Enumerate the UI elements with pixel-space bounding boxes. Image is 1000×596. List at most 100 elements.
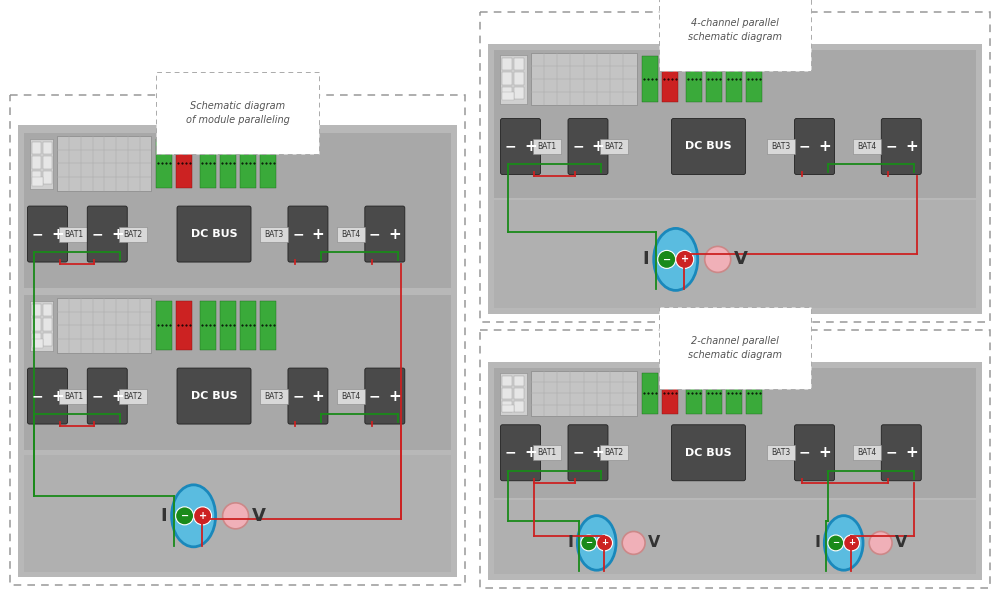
- Bar: [500, 372, 527, 415]
- Bar: [494, 500, 976, 574]
- Circle shape: [828, 535, 844, 551]
- FancyBboxPatch shape: [568, 119, 608, 175]
- Bar: [43, 303, 52, 316]
- Bar: [260, 226, 288, 241]
- Text: +: +: [592, 445, 604, 460]
- Text: +: +: [111, 226, 124, 241]
- Text: −: −: [91, 227, 103, 241]
- Text: BAT4: BAT4: [341, 392, 360, 401]
- Text: BAT2: BAT2: [604, 142, 624, 151]
- Bar: [686, 56, 702, 102]
- Text: +: +: [111, 389, 124, 403]
- Text: 4-channel parallel
schematic diagram: 4-channel parallel schematic diagram: [688, 18, 782, 42]
- Bar: [726, 373, 742, 414]
- Text: +: +: [524, 445, 537, 460]
- Text: BAT1: BAT1: [64, 392, 83, 401]
- FancyBboxPatch shape: [480, 12, 990, 322]
- Text: BAT3: BAT3: [771, 142, 790, 151]
- FancyBboxPatch shape: [795, 119, 835, 175]
- Text: +: +: [312, 226, 324, 241]
- Bar: [500, 55, 527, 104]
- Bar: [32, 339, 43, 348]
- Bar: [488, 362, 982, 580]
- Text: BAT1: BAT1: [537, 448, 556, 457]
- FancyBboxPatch shape: [671, 119, 745, 175]
- Bar: [32, 156, 41, 169]
- Bar: [119, 389, 147, 403]
- Bar: [156, 139, 172, 188]
- Text: DC BUS: DC BUS: [685, 141, 732, 151]
- Text: DC BUS: DC BUS: [191, 229, 237, 239]
- Text: −: −: [91, 389, 103, 403]
- Bar: [502, 375, 512, 386]
- Bar: [746, 56, 762, 102]
- Bar: [32, 318, 41, 331]
- Text: BAT2: BAT2: [124, 229, 143, 238]
- Bar: [337, 389, 365, 403]
- Bar: [514, 389, 524, 399]
- Bar: [59, 226, 87, 241]
- Circle shape: [176, 507, 194, 525]
- Bar: [662, 56, 678, 102]
- Text: BAT3: BAT3: [264, 229, 284, 238]
- FancyBboxPatch shape: [27, 206, 67, 262]
- Bar: [220, 301, 236, 350]
- FancyBboxPatch shape: [87, 368, 127, 424]
- FancyBboxPatch shape: [177, 368, 251, 424]
- Bar: [32, 142, 41, 154]
- Bar: [337, 226, 365, 241]
- Bar: [200, 301, 216, 350]
- Text: Schematic diagram
of module paralleling: Schematic diagram of module paralleling: [186, 101, 289, 125]
- Bar: [531, 371, 637, 417]
- Text: −: −: [32, 389, 43, 403]
- Bar: [240, 139, 256, 188]
- Bar: [533, 139, 561, 154]
- Text: +: +: [51, 226, 64, 241]
- Bar: [59, 389, 87, 403]
- Bar: [32, 176, 43, 186]
- Text: −: −: [663, 254, 671, 265]
- FancyBboxPatch shape: [501, 425, 541, 481]
- Bar: [488, 44, 982, 314]
- Bar: [24, 133, 451, 195]
- Bar: [533, 445, 561, 460]
- Text: V: V: [648, 535, 660, 551]
- Bar: [32, 303, 41, 316]
- Bar: [502, 86, 512, 99]
- Text: +: +: [592, 139, 604, 154]
- Text: +: +: [199, 511, 207, 521]
- Text: BAT1: BAT1: [64, 229, 83, 238]
- Bar: [502, 389, 512, 399]
- Text: V: V: [252, 507, 266, 525]
- Bar: [24, 295, 451, 450]
- Circle shape: [705, 246, 731, 272]
- Text: +: +: [848, 538, 855, 547]
- Bar: [43, 318, 52, 331]
- Bar: [30, 300, 53, 352]
- Text: I: I: [160, 507, 167, 525]
- Text: −: −: [799, 139, 810, 154]
- Bar: [514, 73, 524, 85]
- Bar: [502, 58, 512, 70]
- FancyBboxPatch shape: [501, 119, 541, 175]
- Bar: [502, 401, 512, 412]
- Text: −: −: [181, 511, 189, 521]
- Ellipse shape: [654, 228, 698, 290]
- FancyBboxPatch shape: [10, 95, 465, 585]
- Bar: [494, 420, 976, 498]
- Circle shape: [581, 535, 597, 551]
- Bar: [531, 53, 637, 105]
- FancyBboxPatch shape: [87, 206, 127, 262]
- Text: +: +: [818, 139, 831, 154]
- Bar: [24, 357, 451, 450]
- Text: +: +: [905, 445, 918, 460]
- Text: BAT4: BAT4: [341, 229, 360, 238]
- FancyBboxPatch shape: [365, 206, 405, 262]
- FancyBboxPatch shape: [881, 119, 921, 175]
- Text: −: −: [32, 227, 43, 241]
- Text: +: +: [818, 445, 831, 460]
- Circle shape: [869, 532, 892, 554]
- Bar: [494, 200, 976, 308]
- Text: −: −: [585, 538, 592, 547]
- Text: +: +: [312, 389, 324, 403]
